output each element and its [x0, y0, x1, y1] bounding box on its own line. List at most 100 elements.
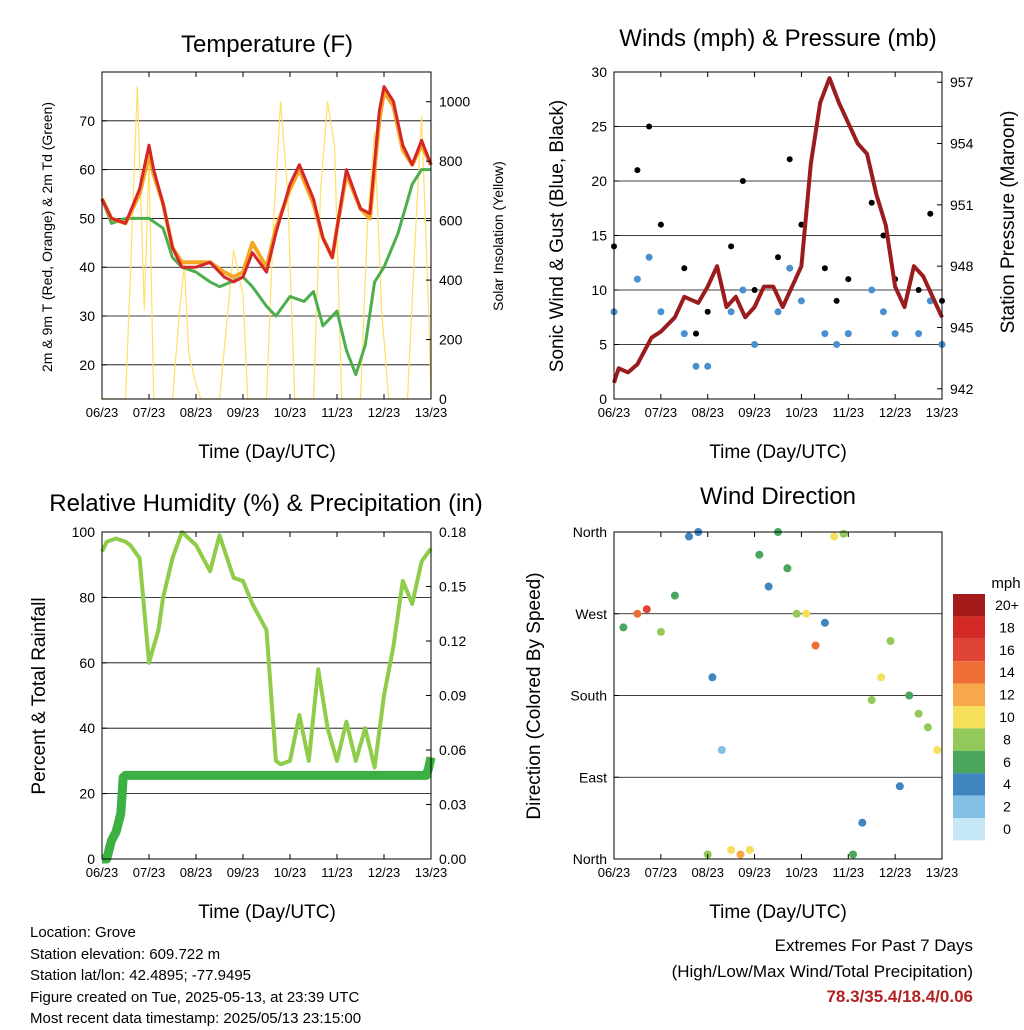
x-tick-label: 07/23 — [133, 865, 166, 880]
legend-label: 8 — [1003, 731, 1011, 747]
direction-point — [642, 605, 651, 614]
gust-point — [775, 254, 781, 261]
gust-point — [880, 232, 887, 239]
y2-tick-label: 957 — [950, 74, 974, 90]
humidity-gridlines — [102, 531, 431, 860]
y2-tick-label: 800 — [439, 153, 463, 169]
legend-label: 16 — [999, 642, 1015, 658]
temperature-y-title: 2m & 9m T (Red, Orange) & 2m Td (Green) — [39, 102, 55, 372]
y2-tick-label: 0.09 — [439, 688, 466, 704]
gust-point — [728, 243, 735, 250]
x-tick-label: 09/23 — [738, 405, 771, 420]
x-tick-label: 08/23 — [180, 865, 213, 880]
y2-tick-label: 400 — [439, 272, 463, 288]
direction-point — [923, 723, 932, 732]
y-tick-label: 5 — [599, 337, 607, 353]
y2-tick-label: 0.03 — [439, 797, 466, 813]
gust-point — [868, 199, 875, 206]
winds-plot-area — [610, 76, 946, 384]
direction-point — [886, 637, 895, 645]
gust-point — [693, 330, 699, 337]
direction-y-title: Direction (Colored By Speed) — [524, 572, 545, 819]
y-tick-label: 20 — [79, 357, 95, 373]
direction-x-title: Time (Day/UTC) — [709, 902, 847, 923]
wind-point — [751, 341, 759, 348]
legend-label: 6 — [1003, 754, 1011, 770]
y-tick-label: 30 — [591, 64, 607, 80]
direction-plot-area — [619, 528, 942, 859]
temperature-y2-title: Solar Insolation (Yellow) — [490, 161, 506, 311]
winds-y-title: Sonic Wind & Gust (Blue, Black) — [547, 100, 568, 372]
x-tick-label: 10/23 — [785, 865, 818, 880]
wind-point — [915, 330, 923, 338]
recent-timestamp: Most recent data timestamp: 2025/05/13 2… — [30, 1010, 362, 1027]
wind-point — [645, 253, 653, 261]
x-tick-label: 12/23 — [368, 405, 401, 420]
y2-tick-label: 0.12 — [439, 633, 466, 649]
humidity-x-title: Time (Day/UTC) — [198, 902, 336, 923]
direction-point — [867, 696, 876, 704]
y-tick-label: 60 — [79, 162, 95, 178]
direction-point — [895, 782, 904, 791]
direction-title: Wind Direction — [700, 483, 856, 510]
direction-point — [619, 623, 628, 632]
station-info: Location: Grove Station elevation: 609.7… — [30, 922, 361, 1030]
x-tick-label: 08/23 — [691, 865, 724, 880]
x-tick-label: 09/23 — [738, 865, 771, 880]
wind-point — [692, 362, 700, 370]
x-tick-label: 06/23 — [86, 865, 119, 880]
legend-label: 18 — [999, 619, 1015, 635]
wind-point — [774, 308, 782, 316]
temperature-panel: Temperature (F) 20 30 40 50 60 70 0 200 400 600 8… — [39, 31, 506, 463]
y2-tick-label: 0.00 — [439, 851, 466, 867]
x-tick-label: 09/23 — [227, 405, 260, 420]
gust-point — [833, 297, 840, 304]
winds-y2-title: Station Pressure (Maroon) — [998, 111, 1019, 334]
direction-point — [820, 618, 829, 627]
x-tick-label: 12/23 — [879, 865, 912, 880]
extremes-box: Extremes For Past 7 Days (High/Low/Max W… — [672, 933, 973, 1010]
gust-point — [798, 221, 805, 228]
gust-point — [704, 308, 711, 315]
y2-tick-label: 600 — [439, 213, 463, 229]
x-tick-label: 13/23 — [415, 405, 448, 420]
temperature-title: Temperature (F) — [181, 31, 353, 58]
winds-panel: Winds (mph) & Pressure (mb) 0 5 10 15 20 25 30… — [547, 25, 1019, 463]
y-tick-label: 100 — [72, 524, 96, 540]
direction-point — [783, 564, 792, 573]
gust-point — [751, 287, 758, 293]
precip-series — [102, 756, 436, 864]
y-tick-label: 20 — [591, 173, 607, 189]
x-tick-label: 11/23 — [832, 405, 864, 420]
legend-swatch — [953, 594, 985, 617]
direction-point — [905, 691, 914, 700]
legend-swatch — [953, 818, 985, 841]
wind-point — [704, 362, 712, 370]
winds-x-title: Time (Day/UTC) — [709, 442, 847, 463]
gust-point — [646, 123, 653, 130]
wind-point — [797, 297, 805, 305]
solar-series — [102, 86, 432, 400]
gust-point — [915, 287, 922, 293]
x-tick-label: 06/23 — [598, 865, 631, 880]
y2-tick-label: 1000 — [439, 94, 470, 110]
wind-point — [844, 330, 852, 338]
wind-point — [657, 308, 665, 316]
dewpoint-series — [100, 168, 431, 377]
direction-y-ticks: North East South West North — [570, 524, 619, 867]
y-tick-label: North — [573, 851, 607, 867]
y-tick-label: 80 — [79, 589, 95, 605]
temperature-frame — [101, 71, 432, 400]
y2-tick-label: 0 — [439, 391, 447, 407]
x-tick-label: 08/23 — [691, 405, 724, 420]
x-tick-label: 06/23 — [86, 405, 119, 420]
direction-point — [839, 529, 848, 538]
humidity-series — [100, 530, 433, 770]
direction-point — [745, 845, 754, 854]
gust-point — [845, 276, 852, 283]
legend-swatch — [953, 706, 985, 729]
humidity-y-ticks: 0 20 40 60 80 100 — [72, 524, 107, 867]
extremes-title: Extremes For Past 7 Days — [774, 936, 973, 955]
winds-gridlines — [614, 71, 942, 400]
